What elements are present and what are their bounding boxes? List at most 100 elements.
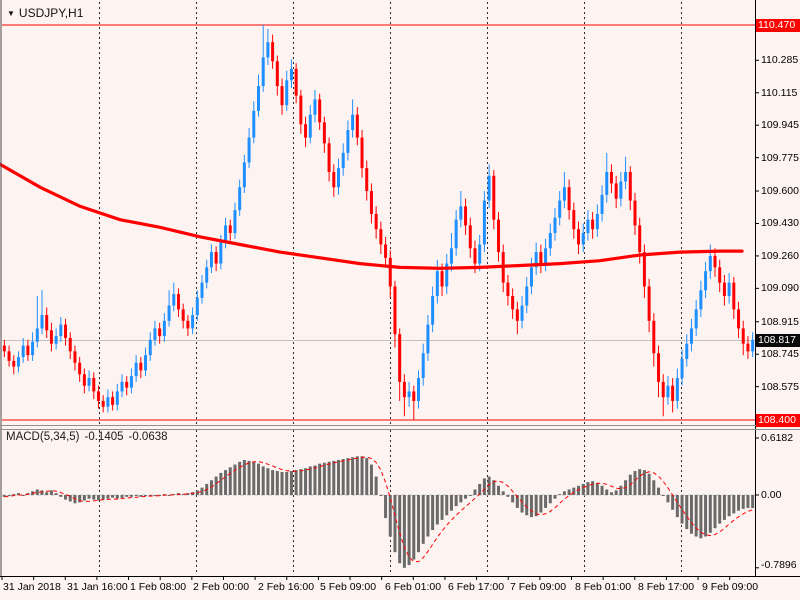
macd-histogram-bar (713, 495, 717, 529)
candle-body (228, 225, 232, 234)
candle-body (129, 376, 133, 388)
candle-body (308, 114, 312, 138)
time-tick-label: 31 Jan 16:00 (67, 581, 128, 593)
macd-histogram-bar (572, 487, 576, 495)
candle-body (191, 315, 195, 329)
macd-histogram-bar (431, 495, 435, 531)
candle-body (737, 309, 741, 329)
candle-body (242, 162, 246, 188)
candle-body (162, 320, 166, 337)
macd-histogram-bar (727, 495, 731, 517)
candle-body (59, 324, 63, 337)
macd-histogram-bar (544, 495, 548, 508)
candle-body (492, 175, 496, 220)
price-tick-label: 109.260 (761, 249, 799, 262)
macd-histogram-bar (445, 495, 449, 516)
macd-histogram-bar (299, 469, 303, 495)
macd-histogram-bar (732, 495, 736, 514)
macd-histogram-bar (722, 495, 726, 520)
macd-histogram-bar (289, 471, 293, 495)
macd-histogram-bar (125, 495, 129, 497)
candle-body (224, 225, 228, 243)
candle-body (341, 152, 345, 169)
candle-body (581, 233, 585, 245)
candle-body (694, 309, 698, 329)
candle-body (355, 114, 359, 138)
candle-body (431, 295, 435, 325)
symbol-label-text: USDJPY,H1 (18, 6, 84, 20)
time-tick-label: 2 Feb 00:00 (193, 581, 250, 593)
candle-body (464, 206, 468, 226)
macd-histogram-bar (365, 458, 369, 495)
candle-body (31, 341, 35, 356)
candle-body (336, 168, 340, 188)
candle-body (675, 378, 679, 401)
macd-histogram-bar (577, 485, 581, 495)
macd-histogram-bar (685, 495, 689, 530)
macd-histogram-bar (186, 493, 190, 495)
price-tick-label: 108.745 (761, 348, 799, 361)
macd-histogram-bar (336, 459, 340, 495)
candle-body (689, 328, 693, 344)
candle-body (398, 334, 402, 382)
candle-body (280, 86, 284, 106)
candle-body (92, 378, 96, 392)
macd-histogram-bar (21, 495, 25, 496)
macd-histogram-bar (704, 495, 708, 537)
macd-histogram-bar (435, 495, 439, 525)
candle-body (12, 360, 16, 367)
candle-body (275, 61, 279, 87)
macd-histogram-bar (200, 487, 204, 495)
macd-histogram-bar (506, 495, 510, 497)
macd-histogram-bar (393, 495, 397, 553)
candle-body (642, 252, 646, 287)
candle-body (539, 252, 543, 264)
candle-body (195, 297, 199, 316)
candle-body (412, 391, 416, 401)
candle-body (393, 286, 397, 335)
candle-body (214, 252, 218, 264)
candle-body (449, 248, 453, 264)
candle-body (153, 328, 157, 340)
candle-body (365, 168, 369, 192)
macd-histogram-bar (162, 494, 166, 496)
current-price-tag: 108.817 (756, 333, 800, 347)
candle-body (106, 397, 110, 407)
macd-histogram-bar (398, 495, 402, 564)
macd-histogram-bar (280, 471, 284, 495)
candle-body (16, 357, 20, 367)
candle-body (120, 381, 124, 392)
macd-histogram-bar (402, 495, 406, 568)
macd-histogram-bar (478, 483, 482, 495)
macd-histogram-bar (464, 495, 468, 499)
candle-body (200, 282, 204, 298)
candle-body (205, 267, 209, 283)
candle-body (139, 362, 143, 371)
macd-histogram-bar (167, 495, 171, 496)
candle-body (186, 320, 190, 329)
macd-histogram-bar (675, 495, 679, 518)
candle-body (78, 362, 82, 375)
candle-body (591, 219, 595, 230)
macd-histogram-bar (548, 495, 552, 504)
candle-body (548, 233, 552, 249)
candle-body (435, 271, 439, 296)
candle-body (266, 42, 270, 58)
price-tick-label: 109.430 (761, 217, 799, 230)
macd-signal-line (4, 456, 753, 563)
candle-body (158, 328, 162, 337)
macd-histogram-bar (322, 462, 326, 495)
macd-name: MACD(5,34,5) (6, 431, 80, 443)
macd-histogram-bar (87, 495, 91, 499)
macd-histogram-bar (534, 495, 538, 517)
macd-histogram-bar (652, 480, 656, 495)
dropdown-arrow-icon: ▼ (7, 9, 15, 18)
macd-histogram-bar (600, 485, 604, 495)
candle-body (487, 175, 491, 201)
macd-histogram-bar (586, 482, 590, 495)
macd-histogram-bar (233, 464, 237, 495)
macd-histogram-bar (511, 495, 515, 503)
candle-body (685, 343, 689, 359)
